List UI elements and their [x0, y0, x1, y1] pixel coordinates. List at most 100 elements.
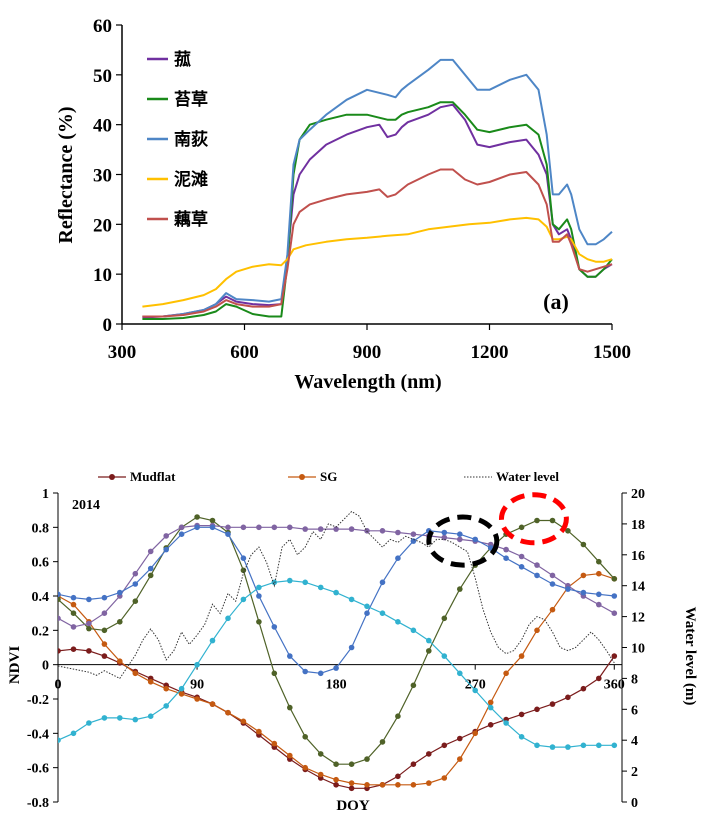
series-point-1	[395, 782, 401, 788]
series-line-4	[142, 168, 613, 318]
series-point-4	[287, 653, 293, 659]
series-point-5	[426, 637, 432, 644]
series-point-4	[101, 594, 108, 601]
series-point-1	[117, 658, 123, 664]
series-point-3	[518, 553, 525, 560]
series-point-1	[426, 780, 432, 786]
highlight-ellipse-1	[498, 492, 569, 546]
y-tick-label: 1	[42, 487, 49, 502]
series-point-2	[302, 734, 309, 740]
series-point-3	[611, 610, 618, 616]
series-point-1	[302, 764, 309, 771]
series-point-5	[611, 742, 618, 749]
x-tick-label: 180	[326, 678, 347, 693]
y-tick-label: 20	[93, 215, 112, 236]
y2-tick-label: 16	[631, 549, 645, 564]
series-point-4	[395, 555, 401, 561]
series-point-5	[101, 715, 108, 721]
series-point-4	[565, 586, 571, 592]
series-point-2	[611, 576, 618, 582]
series-line-4	[58, 526, 615, 674]
series-point-4	[194, 524, 200, 531]
series-point-5	[117, 715, 123, 721]
series-point-5	[58, 737, 61, 743]
series-point-3	[302, 526, 309, 532]
series-line-6	[58, 510, 615, 680]
series-point-1	[194, 696, 200, 702]
reflectance-y-axis-label: Reflectance (%)	[55, 106, 77, 243]
y-tick-label: -0.2	[27, 693, 49, 708]
series-point-5	[580, 742, 587, 749]
series-point-3	[147, 548, 154, 555]
series-point-0	[549, 701, 556, 707]
series-point-5	[457, 670, 463, 677]
series-point-2	[348, 761, 355, 767]
series-point-5	[302, 579, 309, 586]
y-tick-label: 50	[93, 66, 112, 87]
series-point-1	[549, 606, 556, 613]
series-point-0	[611, 653, 618, 659]
ndvi-axes: -0.8-0.6-0.4-0.200.20.40.60.810246810121…	[27, 487, 645, 811]
y-tick-label: 0	[42, 659, 49, 674]
series-point-4	[611, 593, 618, 599]
series-point-4	[117, 589, 123, 596]
x-tick-label: 900	[353, 342, 382, 363]
series-point-1	[518, 653, 525, 659]
series-point-4	[534, 572, 540, 579]
series-point-1	[209, 701, 216, 707]
series-point-3	[348, 526, 355, 532]
series-point-2	[70, 610, 77, 616]
series-line-3	[142, 216, 613, 308]
series-point-3	[256, 524, 262, 531]
series-point-3	[163, 533, 169, 539]
series-point-1	[379, 782, 386, 788]
series-point-2	[534, 517, 540, 524]
series-point-1	[487, 699, 494, 706]
series-point-4	[178, 531, 185, 537]
series-point-3	[596, 601, 602, 608]
series-point-1	[70, 601, 77, 608]
series-point-1	[101, 641, 108, 647]
series-point-5	[163, 703, 169, 709]
series-point-2	[117, 619, 123, 625]
series-line-2	[142, 58, 613, 318]
reflectance-chart: 0 10 20 30 40 50 60 300 600 900 1200 1500 菰苔草南荻泥滩藕草…	[55, 16, 631, 393]
x-tick-label: 360	[604, 678, 625, 693]
y2-tick-label: 0	[631, 796, 638, 811]
x-tick-label: 300	[108, 342, 137, 363]
series-point-0	[580, 685, 587, 692]
series-point-4	[256, 593, 262, 599]
series-point-2	[565, 528, 571, 534]
series-point-5	[317, 584, 324, 591]
series-point-5	[379, 610, 386, 616]
legend-label: Mudflat	[130, 469, 176, 484]
series-point-1	[178, 691, 185, 697]
legend-marker	[299, 474, 305, 480]
series-point-0	[426, 751, 432, 757]
series-point-0	[86, 648, 92, 654]
y2-tick-label: 8	[631, 672, 638, 687]
ndvi-highlight-ellipses	[426, 492, 569, 568]
series-point-2	[426, 648, 432, 654]
series-point-0	[333, 782, 339, 788]
series-point-4	[317, 670, 324, 677]
series-point-1	[534, 627, 540, 634]
series-line-0	[142, 103, 613, 319]
series-point-3	[178, 524, 185, 531]
series-point-2	[441, 615, 448, 622]
y-tick-label: -0.4	[27, 727, 49, 742]
series-point-1	[256, 728, 262, 735]
series-point-4	[503, 555, 509, 561]
series-point-2	[379, 739, 386, 745]
series-point-1	[457, 756, 463, 762]
series-point-1	[503, 670, 509, 677]
series-point-0	[348, 785, 355, 792]
series-point-5	[364, 603, 370, 610]
series-point-5	[395, 619, 401, 625]
series-point-3	[132, 570, 139, 577]
series-point-2	[596, 558, 602, 565]
legend-label: 藕草	[173, 210, 208, 230]
ndvi-y2-axis-label: Water level (m)	[682, 607, 698, 706]
x-tick-label: 1500	[593, 342, 631, 363]
